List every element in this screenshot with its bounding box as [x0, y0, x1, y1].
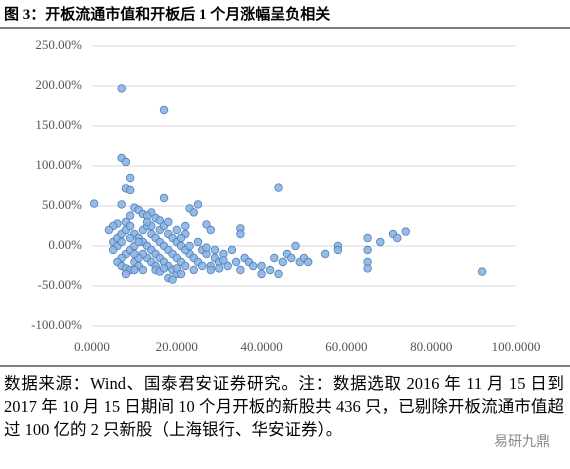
point — [125, 173, 135, 183]
point — [125, 233, 135, 243]
x-tick-label: 60.0000 — [325, 339, 367, 354]
y-tick-label: 150.00% — [35, 117, 82, 132]
point — [134, 237, 143, 247]
point — [189, 208, 198, 217]
point — [159, 105, 169, 115]
point — [287, 253, 296, 263]
point — [236, 229, 245, 239]
point — [89, 199, 99, 208]
y-tick-label: 100.00% — [35, 157, 82, 172]
source-note: 数据来源：Wind、国泰君安证券研究。注：数据选取 2016 年 11 月 15… — [4, 374, 564, 439]
point — [333, 245, 343, 255]
point — [121, 269, 131, 279]
point — [231, 257, 241, 267]
point — [176, 269, 186, 279]
point — [219, 256, 228, 265]
point — [376, 237, 385, 247]
point — [321, 249, 330, 259]
x-tick-label: 0.0000 — [74, 339, 110, 354]
point — [193, 237, 203, 247]
point — [159, 193, 169, 203]
point — [193, 200, 203, 209]
point — [477, 267, 487, 276]
watermark: 易研九鼎 — [494, 434, 550, 450]
point — [198, 261, 207, 271]
y-tick-label: -50.00% — [38, 277, 83, 292]
point — [181, 261, 190, 271]
x-tick-label: 100.0000 — [492, 339, 541, 354]
point — [206, 265, 215, 275]
point — [176, 233, 186, 243]
point — [274, 183, 283, 192]
y-tick-label: 50.00% — [42, 197, 82, 212]
point — [236, 265, 245, 275]
point — [274, 269, 283, 279]
point — [257, 269, 266, 279]
point — [130, 265, 139, 275]
point — [117, 84, 126, 93]
point — [393, 233, 402, 243]
point — [202, 243, 211, 252]
point — [304, 257, 313, 267]
point — [189, 265, 198, 275]
point — [117, 237, 126, 247]
point — [172, 264, 181, 273]
point — [104, 225, 114, 235]
point — [291, 241, 300, 251]
point — [142, 217, 152, 227]
point — [121, 157, 131, 167]
point — [159, 264, 169, 273]
point — [155, 216, 165, 225]
point — [401, 227, 410, 236]
x-tick-label: 20.0000 — [156, 339, 198, 354]
y-tick-label: 0.00% — [48, 237, 82, 252]
point — [270, 253, 279, 263]
point — [125, 211, 135, 220]
point — [248, 261, 258, 271]
point — [210, 245, 220, 255]
point — [223, 261, 232, 271]
y-tick-label: -100.00% — [31, 317, 82, 332]
point — [363, 264, 372, 273]
point — [108, 245, 118, 255]
point — [181, 221, 190, 231]
x-tick-label: 40.0000 — [240, 339, 282, 354]
point — [363, 233, 372, 243]
point — [278, 257, 287, 267]
point — [117, 200, 126, 209]
point — [202, 220, 211, 229]
point — [168, 275, 177, 284]
y-tick-label: 250.00% — [35, 37, 82, 52]
point — [164, 217, 173, 227]
y-tick-label: 200.00% — [35, 77, 82, 92]
point — [125, 221, 135, 231]
point — [185, 241, 194, 251]
chart-title: 图 3：开板流通市值和开板后 1 个月涨幅呈负相关 — [4, 7, 331, 23]
point — [125, 185, 135, 195]
point — [130, 249, 139, 259]
x-tick-label: 80.0000 — [410, 339, 452, 354]
point — [363, 245, 372, 255]
point — [206, 225, 215, 235]
point — [214, 264, 224, 273]
point — [227, 245, 237, 255]
point — [138, 265, 148, 275]
point — [257, 261, 266, 271]
point — [265, 265, 275, 275]
point — [172, 225, 181, 235]
